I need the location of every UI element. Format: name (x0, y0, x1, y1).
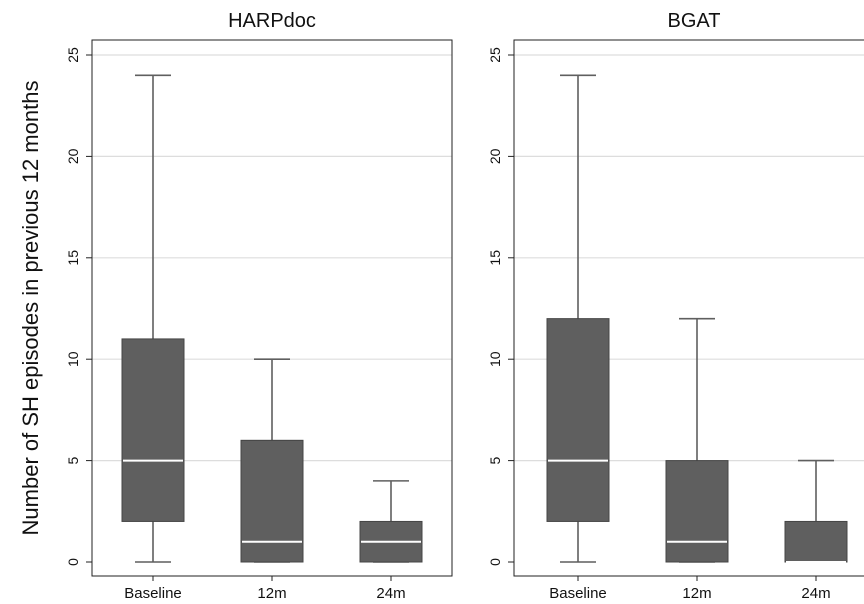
box-iqr (240, 439, 304, 563)
panel-title: BGAT (668, 10, 721, 32)
box-baseline (546, 74, 610, 563)
panel-1: HARPdoc 0 5 10 15 20 25 Baseline 12m 24m (65, 10, 453, 602)
x-category-label: Baseline (549, 585, 607, 602)
x-category-label: 24m (801, 585, 830, 602)
plot-frame (513, 39, 864, 577)
box-iqr (784, 520, 848, 563)
x-category-label: 24m (376, 585, 405, 602)
x-category-label: 12m (257, 585, 286, 602)
y-tick-label: 25 (487, 47, 503, 63)
x-category-label: 12m (682, 585, 711, 602)
y-tick-label: 10 (65, 351, 81, 367)
y-tick-label: 20 (487, 148, 503, 164)
y-tick-label: 20 (65, 148, 81, 164)
y-tick-label: 25 (65, 47, 81, 63)
y-tick-label: 10 (487, 351, 503, 367)
x-category-label: Baseline (124, 585, 182, 602)
box-iqr (121, 338, 185, 522)
panel-title: HARPdoc (228, 10, 316, 32)
box-12m (240, 358, 304, 563)
box-24m (359, 480, 423, 563)
y-tick-label: 5 (65, 456, 81, 464)
box-24m (784, 459, 848, 563)
y-tick-label: 15 (487, 250, 503, 266)
box-iqr (546, 318, 610, 522)
y-tick-label: 15 (65, 250, 81, 266)
panel-2: BGAT 0 5 10 15 20 25 Baseline 12m 24m (487, 10, 864, 602)
box-12m (665, 317, 729, 563)
y-tick-label: 0 (487, 558, 503, 566)
panels-layer: HARPdoc 0 5 10 15 20 25 Baseline 12m 24m BGAT 0 5 10 1… (65, 10, 864, 602)
box-baseline (121, 74, 185, 563)
box-iqr (665, 460, 729, 563)
y-tick-label: 0 (65, 558, 81, 566)
y-tick-label: 5 (487, 456, 503, 464)
y-axis-label: Number of SH episodes in previous 12 mon… (18, 81, 43, 536)
